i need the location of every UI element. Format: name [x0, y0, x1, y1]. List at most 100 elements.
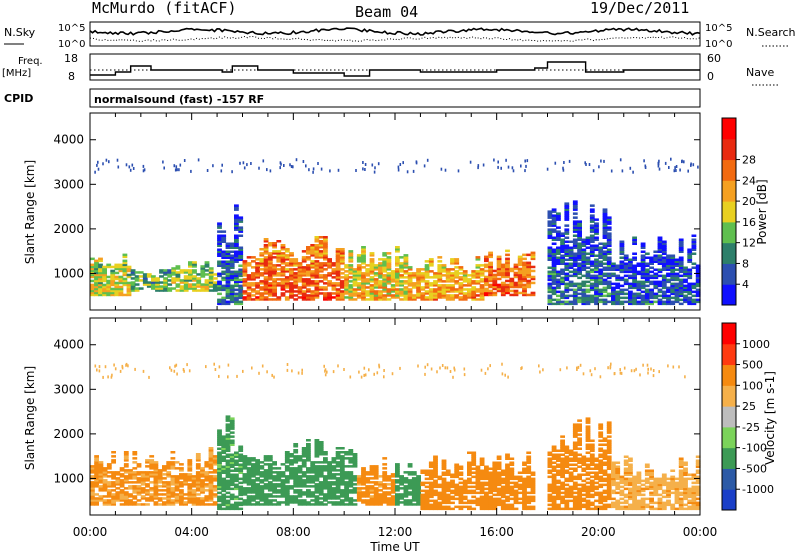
velocity-cell [255, 501, 260, 504]
power-cell [666, 290, 671, 294]
power-cell [640, 296, 646, 300]
velocity-cell [445, 481, 451, 485]
velocity-cell [467, 485, 472, 489]
power-cell [318, 242, 324, 245]
velocity-cell [225, 423, 231, 426]
velocity-cell [572, 427, 578, 430]
power-cell [488, 293, 493, 297]
power-cell [551, 268, 557, 271]
power-cell [564, 210, 570, 213]
power-cell [471, 280, 477, 283]
power-cell [234, 298, 239, 302]
velocity-cell [208, 493, 214, 496]
power-cell [221, 240, 227, 243]
velocity-cell [318, 445, 324, 448]
velocity-cell [344, 493, 349, 496]
velocity-cell [467, 489, 472, 493]
velocity-cell [280, 487, 286, 490]
velocity-cell [331, 501, 337, 504]
velocity-cell [560, 487, 565, 491]
power-cell [310, 244, 316, 247]
power-cell [564, 286, 570, 290]
power-cell [258, 166, 260, 170]
power-cell [110, 283, 116, 287]
velocity-cell [314, 473, 320, 476]
power-cell [653, 300, 659, 304]
power-cell [606, 272, 612, 276]
power-cell [661, 286, 667, 290]
power-cell [221, 276, 227, 280]
power-cell [517, 263, 523, 267]
velocity-cell [301, 485, 307, 488]
power-cell [373, 296, 379, 299]
velocity-cell [217, 451, 222, 454]
velocity-cell [166, 465, 172, 468]
power-cell [479, 296, 485, 299]
velocity-cell [145, 497, 150, 500]
velocity-cell [585, 477, 591, 481]
power-cell [98, 259, 103, 263]
velocity-cell [145, 473, 150, 476]
velocity-cell [568, 485, 574, 489]
velocity-cell [556, 465, 561, 468]
velocity-cell [585, 467, 591, 470]
power-cell [276, 278, 282, 281]
power-cell [564, 266, 570, 269]
power-cell [344, 270, 349, 273]
velocity-cell [212, 461, 218, 464]
power-cell [674, 264, 680, 267]
velocity-cell [560, 459, 565, 462]
velocity-cell [306, 495, 311, 498]
power-cell [361, 248, 366, 251]
velocity-cell [500, 489, 506, 493]
velocity-cell [102, 483, 108, 486]
velocity-cell [361, 481, 366, 484]
velocity-cell [327, 471, 332, 474]
power-cell [217, 300, 222, 304]
power-cell [377, 162, 380, 166]
velocity-cell [467, 473, 472, 476]
power-cell [441, 290, 447, 293]
velocity-cell [348, 503, 354, 506]
power-cell [234, 270, 239, 274]
velocity-cell [513, 485, 519, 489]
power-cell [369, 292, 375, 295]
power-cell [517, 269, 523, 273]
velocity-cell [246, 473, 252, 476]
power-cell [522, 287, 527, 291]
power-cell [225, 254, 231, 257]
velocity-cell [246, 495, 252, 498]
power-cell [130, 289, 136, 292]
power-cell [302, 160, 305, 163]
power-cell [221, 300, 227, 304]
velocity-cell [428, 473, 434, 476]
power-cell [301, 280, 307, 283]
velocity-cell [267, 483, 273, 486]
power-cell [221, 252, 227, 255]
power-cell [114, 283, 120, 287]
power-cell [348, 296, 354, 299]
power-cell [259, 286, 265, 289]
power-cell [585, 258, 591, 261]
power-cell [272, 288, 277, 291]
power-cell [348, 266, 354, 269]
power-cell [361, 282, 366, 285]
power-cell [163, 166, 165, 170]
power-cell [547, 256, 553, 259]
velocity-cell [399, 477, 404, 480]
velocity-cell [200, 499, 205, 502]
power-cell [577, 238, 582, 241]
power-cell [251, 274, 256, 277]
velocity-cell [572, 481, 578, 485]
velocity-cell [522, 469, 527, 472]
velocity-cell [140, 473, 146, 476]
power-cell [420, 278, 426, 281]
velocity-cell [433, 493, 438, 497]
velocity-cell [94, 477, 99, 480]
power-cell [155, 285, 160, 288]
velocity-cell [306, 469, 311, 472]
power-cell [318, 236, 324, 239]
velocity-cell [395, 503, 400, 506]
power-cell [598, 282, 604, 286]
